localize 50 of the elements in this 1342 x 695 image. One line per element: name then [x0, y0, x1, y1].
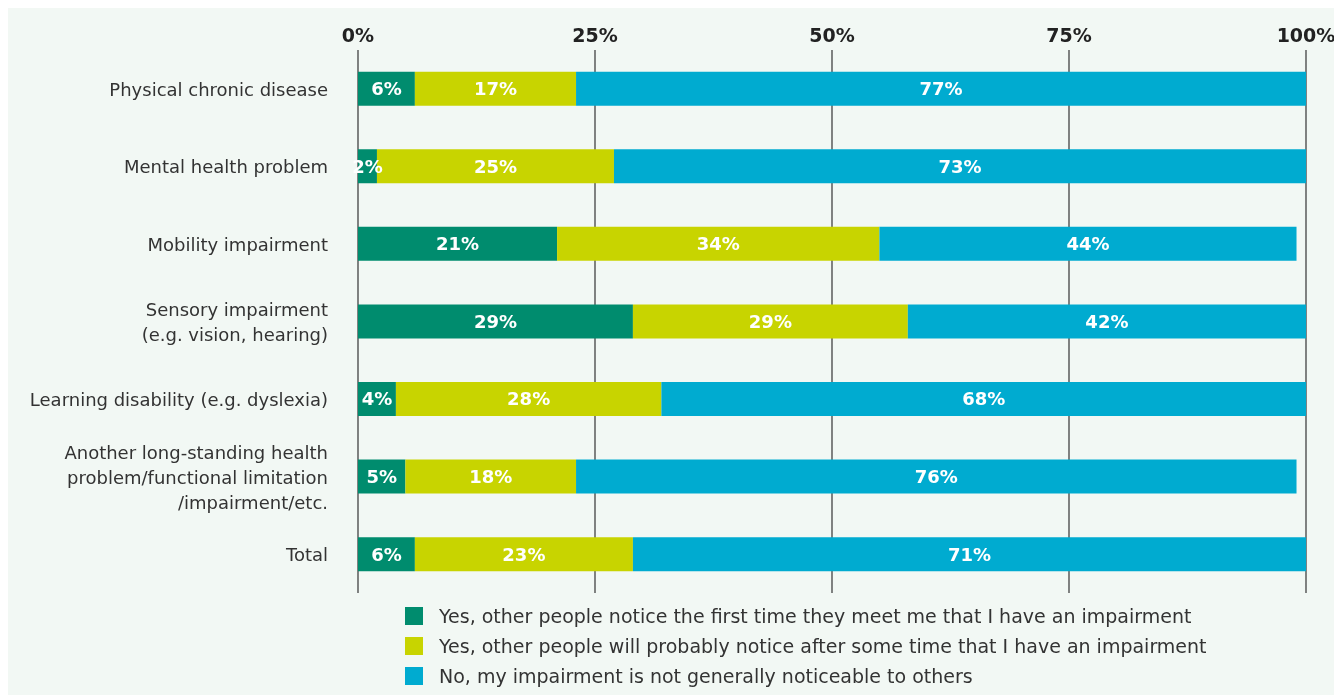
data-label: 42%	[1085, 310, 1129, 332]
data-label: 17%	[473, 78, 518, 100]
data-label: 29%	[473, 310, 518, 332]
x-tick-label: 25%	[572, 24, 618, 46]
bar	[358, 226, 558, 261]
data-label: 44%	[1066, 233, 1110, 255]
y-tick-label: Mobility impairment	[147, 233, 328, 255]
legend-label: No, my impairment is not generally noticeable to others	[439, 665, 973, 687]
data-label: 21%	[435, 233, 480, 255]
bar	[661, 382, 1306, 417]
bar	[632, 537, 1306, 572]
y-tick-label: Learning disability (e.g. dyslexia)	[29, 388, 328, 410]
bar	[632, 304, 908, 339]
y-tick-label: Mental health problem	[123, 155, 328, 177]
data-label: 77%	[919, 78, 963, 100]
y-tick-label: Physical chronic disease	[109, 78, 328, 100]
bar	[879, 226, 1297, 261]
data-label: 73%	[938, 155, 982, 177]
data-label: 25%	[473, 155, 518, 177]
bar	[576, 71, 1306, 106]
bar	[405, 459, 577, 494]
y-tick-label: Another long-standing health problem/functional limitation /impairment/etc.	[64, 441, 328, 513]
bar	[557, 226, 880, 261]
data-label: 23%	[502, 543, 546, 565]
bar	[395, 382, 662, 417]
bar	[907, 304, 1306, 339]
data-label: 4%	[361, 388, 393, 410]
data-label: 6%	[371, 78, 402, 100]
x-tick-label: 75%	[1046, 24, 1092, 46]
data-label: 5%	[366, 465, 397, 487]
y-tick-label: Total	[284, 543, 328, 565]
x-tick-label: 100%	[1276, 24, 1336, 46]
data-label: 76%	[914, 465, 958, 487]
y-tick-label: Sensory impairment (e.g. vision, hearing)	[141, 298, 328, 345]
data-label: 68%	[962, 388, 1006, 410]
bar	[414, 71, 577, 106]
bar	[576, 459, 1297, 494]
data-label: 34%	[696, 233, 740, 255]
x-tick-label: 50%	[809, 24, 855, 46]
legend-label: Yes, other people will probably notice after some time that I have an impairment	[439, 635, 1207, 657]
bar	[414, 537, 633, 572]
data-label: 71%	[947, 543, 992, 565]
x-tick-label: 0%	[341, 24, 375, 46]
data-label: 28%	[507, 388, 551, 410]
data-label: 29%	[748, 310, 792, 332]
bar	[358, 304, 633, 339]
data-label: 18%	[469, 465, 513, 487]
data-label: 6%	[371, 543, 402, 565]
legend-label: Yes, other people notice the first time they meet me that I have an impairment	[439, 605, 1192, 627]
bar	[613, 149, 1306, 184]
